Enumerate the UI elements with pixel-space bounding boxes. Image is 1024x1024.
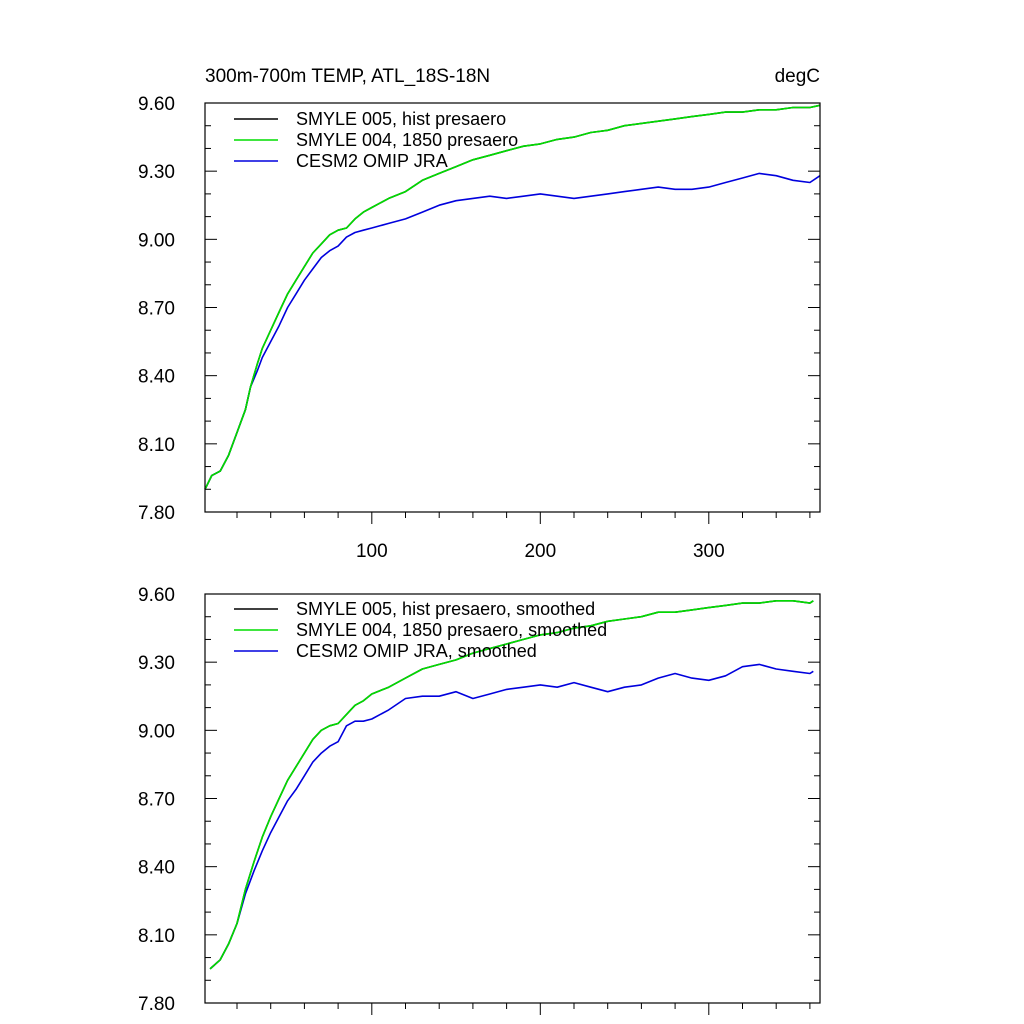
legend-label-1: SMYLE 005, hist presaero [296, 109, 506, 129]
series-lines [209, 600, 814, 970]
series-line-2 [209, 600, 814, 970]
legend-label-3: CESM2 OMIP JRA, smoothed [296, 641, 537, 661]
y-tick-label: 7.80 [138, 994, 175, 1015]
x-tick-label: 300 [693, 541, 725, 562]
units-label: degC [775, 66, 820, 87]
series-line-3 [209, 663, 814, 970]
legend-label-3: CESM2 OMIP JRA [296, 151, 448, 171]
y-tick-label: 9.00 [138, 230, 175, 251]
bottom-legend: SMYLE 005, hist presaero, smoothedSMYLE … [234, 599, 607, 661]
y-tick-label: 8.70 [138, 790, 175, 811]
y-tick-label: 8.70 [138, 299, 175, 320]
y-tick-label: 7.80 [138, 503, 175, 524]
y-tick-label: 8.40 [138, 858, 175, 879]
y-tick-label: 9.60 [138, 585, 175, 606]
y-tick-label: 9.30 [138, 162, 175, 183]
top-panel: 300m-700m TEMP, ATL_18S-18N degC 7.80 8.1… [138, 66, 821, 562]
y-tick-label: 9.30 [138, 653, 175, 674]
chart-title: 300m-700m TEMP, ATL_18S-18N [205, 66, 490, 87]
bottom-panel: 7.80 8.10 8.40 8.70 9.00 9.30 9.60 SMYLE 005, … [138, 585, 821, 1015]
legend-label-2: SMYLE 004, 1850 presaero [296, 130, 518, 150]
x-tick-label: 100 [356, 541, 388, 562]
y-tick-label: 8.10 [138, 435, 175, 456]
series-line-2 [204, 104, 821, 490]
x-tick-label: 200 [524, 541, 556, 562]
legend-label-1: SMYLE 005, hist presaero, smoothed [296, 599, 595, 619]
y-tick-label: 9.00 [138, 721, 175, 742]
series-line-3 [204, 172, 821, 490]
y-tick-label: 8.10 [138, 926, 175, 947]
series-lines [204, 104, 821, 490]
legend-label-2: SMYLE 004, 1850 presaero, smoothed [296, 620, 607, 640]
y-tick-label: 8.40 [138, 367, 175, 388]
y-tick-label: 9.60 [138, 94, 175, 115]
